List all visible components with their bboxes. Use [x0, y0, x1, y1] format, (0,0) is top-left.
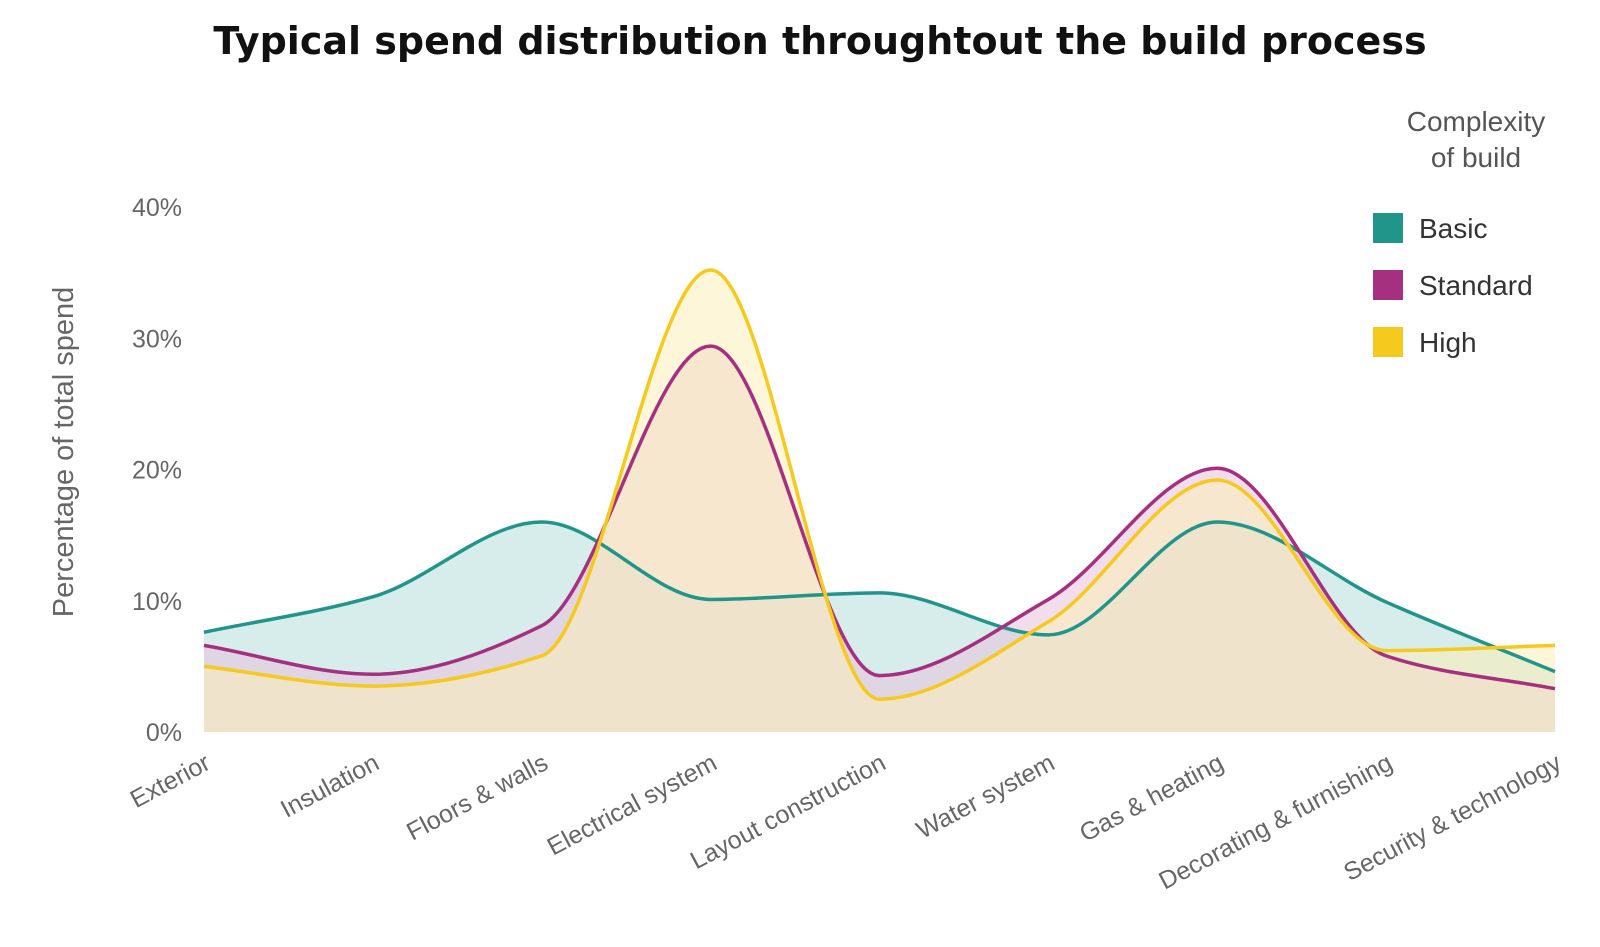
legend-swatch-basic — [1373, 213, 1403, 243]
y-axis-label: Percentage of total spend — [48, 287, 80, 618]
legend-label-standard: Standard — [1419, 270, 1533, 301]
y-tick-label: 10% — [132, 588, 182, 616]
legend-title-line-2: of build — [1431, 142, 1521, 173]
chart-title: Typical spend distribution throughtout t… — [213, 19, 1426, 63]
x-tick-label: Electrical system — [543, 749, 722, 862]
x-tick-label: Insulation — [276, 749, 384, 824]
legend-title-line-1: Complexity — [1407, 106, 1545, 137]
x-axis: Exterior Insulation Floors & wallsElectric… — [126, 748, 1567, 895]
x-tick-label: Floors & walls — [402, 749, 553, 847]
line-high — [203, 268, 1556, 701]
y-tick-label: 30% — [132, 325, 182, 353]
legend-swatch-standard — [1373, 270, 1403, 300]
y-tick-label: 40% — [132, 194, 182, 222]
legend: Complexity of build Basic Standard High — [1373, 106, 1545, 358]
line-basic — [203, 520, 1556, 674]
y-axis: 0% 10% 20% 30% 40% — [132, 194, 182, 747]
plot-areas — [204, 270, 1555, 732]
legend-label-basic: Basic — [1419, 213, 1487, 244]
x-tick-label: Gas & heating — [1075, 749, 1228, 848]
y-tick-label: 0% — [146, 719, 182, 747]
x-tick-label: Exterior — [126, 749, 215, 814]
x-tick-label: Water system — [912, 749, 1059, 845]
y-tick-label: 20% — [132, 457, 182, 485]
line-standard — [203, 344, 1556, 691]
legend-swatch-high — [1373, 327, 1403, 357]
legend-label-high: High — [1419, 327, 1477, 358]
plot-lines — [203, 268, 1556, 701]
area-high — [204, 270, 1555, 732]
